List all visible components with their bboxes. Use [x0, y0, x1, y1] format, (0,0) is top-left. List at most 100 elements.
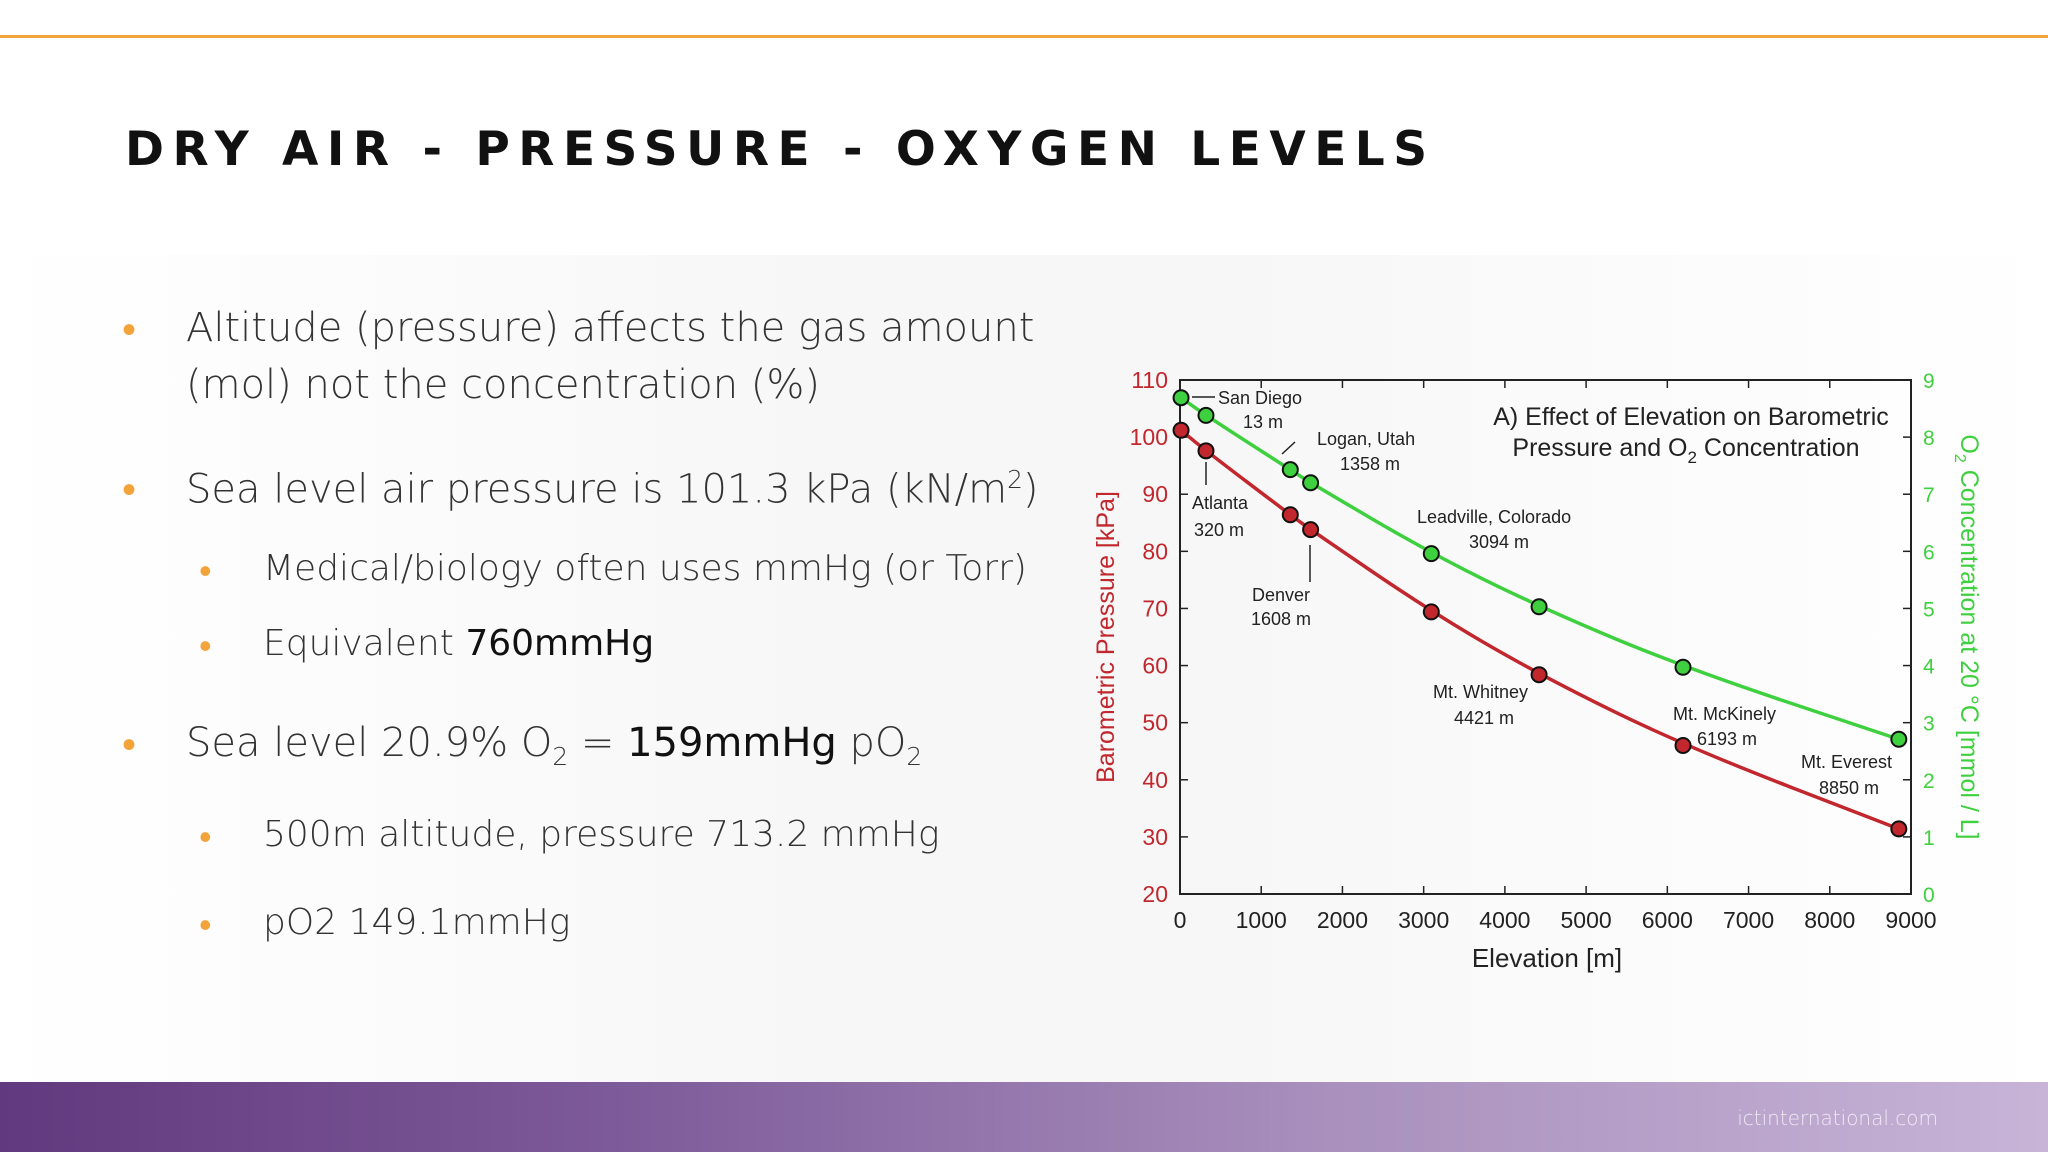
y-left-tick-label: 60 — [1142, 653, 1168, 679]
oxygen-data-point — [1172, 389, 1190, 407]
pressure-data-point — [1197, 442, 1215, 460]
bullet-dot: • — [122, 723, 137, 767]
bullet-dot: • — [122, 468, 137, 512]
bullet-altitude-line1: Altitude (pressure) affects the gas amou… — [186, 305, 1035, 351]
elevation-chart: 0 1000 2000 3000 4000 5000 6000 7000 8000 9000 20… — [1092, 367, 1980, 973]
sub-bullet-mmhg: Medical/biology often uses mmHg (or Torr… — [263, 548, 1027, 589]
pressure-data-point — [1302, 521, 1320, 539]
bullet-text: pO — [836, 720, 907, 766]
annotation-name: Mt. Whitney — [1433, 682, 1528, 702]
pressure-data-point — [1172, 421, 1190, 439]
annotation-elev: 1358 m — [1340, 454, 1400, 474]
annotation-elev: 320 m — [1194, 520, 1244, 540]
y-right-tick-label: 9 — [1923, 370, 1935, 393]
footer-url: ictinternational.com — [1737, 1106, 1938, 1130]
x-tick-label: 9000 — [1885, 907, 1936, 933]
superscript: 2 — [1007, 465, 1023, 494]
y-right-tick-label: 8 — [1923, 427, 1935, 450]
y-axis-right-label-part: O — [1955, 434, 1980, 453]
chart-title-line2: Pressure and O2 Concentration — [1512, 434, 1859, 467]
chart-title-sub: 2 — [1688, 448, 1697, 467]
footer-bar: ictinternational.com — [0, 1082, 2048, 1152]
pressure-data-point — [1890, 820, 1908, 838]
y-left-tick-label: 100 — [1130, 424, 1168, 450]
annotation-name: San Diego — [1218, 388, 1302, 408]
bullet-text: Equivalent — [263, 623, 466, 664]
sub-bullet-equivalent: Equivalent 760mmHg — [263, 623, 654, 664]
y-left-tick-label: 80 — [1142, 538, 1168, 564]
annotation-elev: 3094 m — [1469, 532, 1529, 552]
pressure-data-point — [1422, 603, 1440, 621]
x-axis: 0 1000 2000 3000 4000 5000 6000 7000 8000 9000 — [1174, 380, 1937, 933]
chart-title-part: Pressure and O — [1512, 434, 1687, 462]
bullet-altitude-line2: (mol) not the concentration (%) — [186, 362, 821, 408]
sub-bullet-dot: • — [199, 816, 212, 857]
annotation-elev: 8850 m — [1819, 778, 1879, 798]
y-left-tick-label: 30 — [1142, 824, 1168, 850]
y-left-tick-label: 50 — [1142, 710, 1168, 736]
plot-frame — [1179, 379, 1912, 895]
y-left-tick-label: 20 — [1142, 881, 1168, 907]
y-right-tick-label: 5 — [1923, 598, 1935, 621]
oxygen-data-point — [1302, 474, 1320, 492]
x-tick-label: 1000 — [1236, 907, 1287, 933]
y-right-tick-label: 2 — [1923, 770, 1935, 793]
annotation-name: Mt. McKinely — [1673, 704, 1776, 724]
y-right-tick-label: 0 — [1923, 884, 1935, 907]
annotation-name: Logan, Utah — [1317, 429, 1415, 449]
x-tick-label: 7000 — [1723, 907, 1774, 933]
subscript: 2 — [552, 742, 569, 771]
pressure-data-point — [1530, 666, 1548, 684]
x-tick-label: 3000 — [1398, 907, 1449, 933]
y-right-tick-label: 4 — [1923, 656, 1935, 679]
subscript: 2 — [906, 742, 923, 771]
bullet-strong-text: 159mmHg — [627, 720, 837, 766]
slide-title: DRY AIR - PRESSURE - OXYGEN LEVELS — [125, 122, 1436, 177]
sub-bullet-dot: • — [199, 625, 212, 666]
bullet-strong-text: 760mmHg — [465, 623, 655, 664]
annotation-name: Leadville, Colorado — [1417, 507, 1571, 527]
annotation-name: Atlanta — [1192, 493, 1249, 513]
oxygen-data-point — [1890, 730, 1908, 748]
oxygen-data-point — [1197, 406, 1215, 424]
pressure-data-point — [1281, 506, 1299, 524]
y-right-tick-label: 6 — [1923, 541, 1935, 564]
sub-bullet-po2: pO2 149.1mmHg — [263, 902, 571, 943]
y-right-tick-label: 7 — [1923, 484, 1935, 507]
y-axis-right-label-part: Concentration at 20 °C [mmol / L] — [1955, 463, 1980, 840]
y-axis-right: 0 1 2 3 4 5 6 7 8 9 — [1903, 370, 1935, 907]
pressure-data-point — [1674, 737, 1692, 755]
x-tick-label: 0 — [1174, 907, 1187, 933]
x-tick-label: 2000 — [1317, 907, 1368, 933]
annotations: San Diego 13 m Atlanta 320 m Logan, Utah… — [1192, 388, 1892, 798]
pressure-series-line — [1179, 428, 1900, 831]
x-tick-label: 6000 — [1642, 907, 1693, 933]
x-tick-label: 8000 — [1804, 907, 1855, 933]
chart-title-part: Concentration — [1697, 434, 1860, 462]
annotation-elev: 4421 m — [1454, 708, 1514, 728]
bullet-text: ) — [1022, 466, 1039, 513]
bullet-text: Sea level 20.9% O — [186, 720, 553, 766]
annotation-elev: 6193 m — [1697, 729, 1757, 749]
bullet-text: = — [568, 720, 628, 766]
y-left-tick-label: 70 — [1142, 595, 1168, 621]
x-tick-label: 5000 — [1561, 907, 1612, 933]
oxygen-data-point — [1530, 598, 1548, 616]
chart-title-line1: A) Effect of Elevation on Barometric — [1493, 403, 1889, 431]
oxygen-data-point — [1281, 461, 1299, 479]
y-left-tick-label: 90 — [1142, 481, 1168, 507]
bullet-sea-level-o2: Sea level 20.9% O2 = 159mmHg pO2 — [186, 720, 922, 771]
top-accent-rule — [0, 35, 2048, 38]
oxygen-data-point — [1674, 658, 1692, 676]
oxygen-data-point — [1422, 545, 1440, 563]
x-tick-label: 4000 — [1479, 907, 1530, 933]
annotation-elev: 1608 m — [1251, 609, 1311, 629]
annotation-name: Denver — [1252, 585, 1310, 605]
bullet-text: Sea level air pressure is 101.3 kPa (kN/… — [186, 466, 1008, 513]
annotation-elev: 13 m — [1243, 412, 1283, 432]
arrow-logan — [1281, 441, 1296, 455]
y-axis-left-label: Barometric Pressure [kPa] — [1092, 491, 1120, 783]
sub-bullet-500m: 500m altitude, pressure 713.2 mmHg — [263, 814, 940, 855]
y-left-tick-label: 40 — [1142, 767, 1168, 793]
x-axis-label: Elevation [m] — [1472, 943, 1622, 973]
